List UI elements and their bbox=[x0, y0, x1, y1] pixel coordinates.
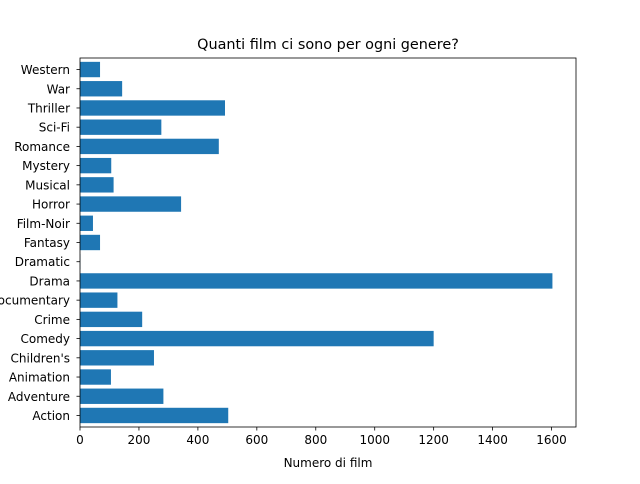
y-tick-label: Dramatic bbox=[15, 255, 70, 269]
x-tick-label: 1200 bbox=[418, 433, 449, 447]
bar-documentary bbox=[80, 292, 117, 307]
x-tick-label: 400 bbox=[186, 433, 209, 447]
y-tick-label: Children's bbox=[11, 351, 70, 365]
y-tick-label: Adventure bbox=[8, 390, 70, 404]
bar-children-s bbox=[80, 350, 154, 365]
bar-romance bbox=[80, 139, 219, 154]
bar-crime bbox=[80, 312, 142, 327]
bar-thriller bbox=[80, 100, 225, 115]
x-tick-label: 1000 bbox=[359, 433, 390, 447]
x-axis-label: Numero di film bbox=[284, 456, 373, 470]
bar-drama bbox=[80, 273, 552, 288]
y-tick-label: Documentary bbox=[0, 294, 70, 308]
y-tick-label: Horror bbox=[32, 198, 70, 212]
x-tick-label: 1400 bbox=[477, 433, 508, 447]
x-tick-label: 1600 bbox=[536, 433, 567, 447]
y-tick-label: Thriller bbox=[27, 101, 70, 115]
y-tick-label: Fantasy bbox=[24, 236, 70, 250]
bar-sci-fi bbox=[80, 120, 161, 135]
y-tick-label: Comedy bbox=[20, 332, 70, 346]
bar-comedy bbox=[80, 331, 434, 346]
x-tick-label: 800 bbox=[304, 433, 327, 447]
y-tick-label: Action bbox=[32, 409, 70, 423]
bar-fantasy bbox=[80, 235, 100, 250]
chart-title: Quanti film ci sono per ogni genere? bbox=[197, 37, 459, 53]
bar-western bbox=[80, 62, 100, 77]
y-tick-label: Film-Noir bbox=[17, 217, 70, 231]
y-tick-label: Western bbox=[21, 63, 70, 77]
y-tick-label: Mystery bbox=[22, 159, 70, 173]
y-tick-label: Sci-Fi bbox=[39, 121, 70, 135]
bar-animation bbox=[80, 369, 111, 384]
y-tick-label: War bbox=[47, 82, 70, 96]
bar-mystery bbox=[80, 158, 111, 173]
y-tick-label: Crime bbox=[34, 313, 70, 327]
bar-action bbox=[80, 408, 228, 423]
bar-adventure bbox=[80, 389, 163, 404]
bar-horror bbox=[80, 196, 181, 211]
y-tick-label: Musical bbox=[25, 178, 70, 192]
x-tick-label: 600 bbox=[245, 433, 268, 447]
x-tick-label: 200 bbox=[127, 433, 150, 447]
y-tick-label: Romance bbox=[14, 140, 70, 154]
x-tick-label: 0 bbox=[76, 433, 84, 447]
bar-musical bbox=[80, 177, 114, 192]
y-tick-label: Animation bbox=[9, 371, 70, 385]
y-tick-label: Drama bbox=[29, 274, 70, 288]
bar-film-noir bbox=[80, 216, 93, 231]
bar-war bbox=[80, 81, 122, 96]
